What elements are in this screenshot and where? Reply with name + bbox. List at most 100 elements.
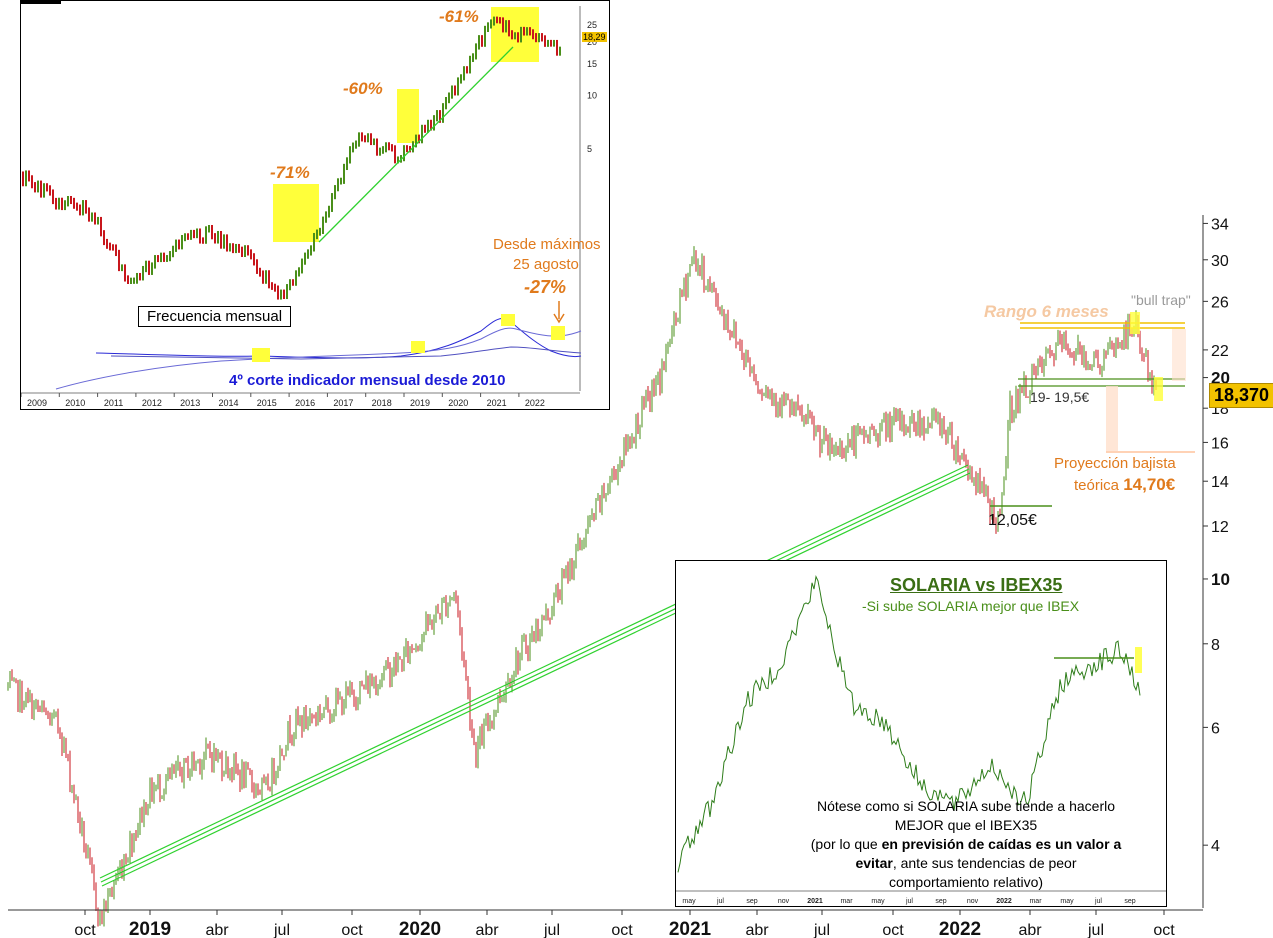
note-line3a: (por lo que — [810, 836, 882, 852]
x-tick-label: jul — [813, 922, 830, 938]
range-title: Rango 6 meses — [984, 302, 1109, 321]
x-tick-label: oct — [74, 922, 96, 938]
monthly-x-label: 2021 — [487, 398, 507, 408]
ratio-x-label: may — [871, 898, 885, 905]
ratio-x-label: sep — [1124, 898, 1135, 905]
desde-line1: Desde máximos — [493, 236, 601, 253]
monthly-y-label: 5 — [587, 144, 592, 154]
monthly-chart: 252015105 200920102011201220132014201520… — [21, 1, 597, 408]
ratio-x-label: may — [1060, 898, 1074, 905]
ratio-x-label: nov — [967, 898, 979, 905]
ratio-x-label: sep — [746, 898, 757, 905]
pct-61: -61% — [439, 7, 479, 26]
ratio-series — [677, 575, 1141, 873]
pct-60: -60% — [343, 79, 383, 98]
support-label: 19- 19,5€ — [1030, 389, 1090, 405]
monthly-price-tag: 18,29 — [582, 32, 607, 42]
x-tick-label: jul — [1087, 922, 1104, 938]
monthly-y-label: 10 — [587, 91, 597, 101]
monthly-x-label: 2014 — [218, 398, 238, 408]
ratio-subtitle: -Si sube SOLARIA mejor que IBEX — [862, 598, 1080, 614]
monthly-x-label: 2015 — [257, 398, 277, 408]
monthly-x-label: 2018 — [372, 398, 392, 408]
monthly-candles — [22, 16, 561, 300]
note-line4a: evitar — [855, 855, 893, 871]
ratio-title: SOLARIA vs IBEX35 — [890, 575, 1063, 595]
monthly-x-label: 2012 — [142, 398, 162, 408]
y-tick-label: 10 — [1211, 570, 1230, 589]
y-tick-label: 12 — [1211, 519, 1229, 536]
indicator-panel — [55, 301, 582, 390]
monthly-x-label: 2020 — [448, 398, 468, 408]
x-tick-label: abr — [475, 922, 499, 938]
ratio-x-label: 2021 — [807, 898, 823, 905]
freq-label: Frecuencia mensual — [138, 306, 292, 327]
monthly-y-label: 25 — [587, 20, 597, 30]
monthly-x-label: 2010 — [65, 398, 85, 408]
ratio-x-label: mar — [1029, 898, 1042, 905]
main-trendline — [99, 464, 971, 887]
x-tick-label: oct — [882, 922, 904, 938]
note-line3b: en previsión de caídas es un valor a — [881, 836, 1122, 852]
x-tick-label: abr — [205, 922, 229, 938]
highlight-71 — [273, 184, 319, 242]
monthly-x-label: 2016 — [295, 398, 315, 408]
x-tick-label: abr — [1018, 922, 1042, 938]
note-line3: (por lo que en previsión de caídas es un… — [776, 835, 1156, 854]
ratio-x-label: jul — [1094, 898, 1102, 905]
pct-71: -71% — [270, 163, 310, 182]
x-tick-label: abr — [745, 922, 769, 938]
y-tick-label: 20 — [1211, 369, 1230, 388]
last-price-tag: 18,370 — [1209, 383, 1273, 408]
y-tick-label: 4 — [1211, 838, 1220, 855]
x-tick-label: 2019 — [129, 919, 171, 938]
indicator-label: 4º corte indicador mensual desde 2010 — [229, 372, 506, 389]
monthly-x-label: 2013 — [180, 398, 200, 408]
projection-line2: teórica 14,70€ — [1074, 475, 1175, 495]
y-tick-label: 34 — [1211, 216, 1229, 233]
ratio-line — [677, 575, 1141, 873]
y-tick-label: 30 — [1211, 253, 1229, 270]
y-tick-label: 26 — [1211, 294, 1229, 311]
monthly-x-label: 2017 — [333, 398, 353, 408]
monthly-x-label: 2022 — [525, 398, 545, 408]
x-tick-label: oct — [341, 922, 363, 938]
x-tick-label: jul — [273, 922, 290, 938]
note-line5: comportamiento relativo) — [888, 874, 1044, 890]
ratio-chart: may jul sep nov 2021 mar may jul sep nov 2022 mar ma… — [676, 575, 1166, 905]
main-candles — [7, 246, 1157, 927]
x-tick-label: 2020 — [399, 919, 441, 938]
y-tick-label: 14 — [1211, 474, 1229, 491]
desde-pct: -27% — [524, 277, 567, 297]
y-tick-label: 16 — [1211, 435, 1229, 452]
x-tick-label: oct — [1153, 922, 1175, 938]
note-line4: evitar, ante sus tendencias de peor — [776, 854, 1156, 873]
projection-line1: Proyección bajista — [1054, 455, 1176, 472]
x-tick-label: 2022 — [939, 919, 981, 938]
monthly-y-label: 15 — [587, 59, 597, 69]
note-line2: MEJOR que el IBEX35 — [894, 817, 1038, 833]
y-tick-label: 22 — [1211, 343, 1229, 360]
low-label: 12,05€ — [988, 512, 1037, 529]
ratio-note: Nótese como si SOLARIA sube tiende a hac… — [776, 797, 1156, 892]
projection-teorica: teórica — [1074, 477, 1120, 494]
ratio-x-label: jul — [905, 898, 913, 905]
ratio-x-label: mar — [840, 898, 853, 905]
monthly-x-label: 2019 — [410, 398, 430, 408]
monthly-x-label: 2009 — [27, 398, 47, 408]
ratio-x-label: jul — [716, 898, 724, 905]
ratio-x-label: nov — [778, 898, 790, 905]
bull-trap-label: "bull trap" — [1131, 292, 1191, 308]
highlight-60 — [397, 89, 419, 143]
desde-line2: 25 agosto — [513, 256, 579, 273]
note-line1: Nótese como si SOLARIA sube tiende a hac… — [816, 798, 1116, 814]
ratio-x-label: 2022 — [996, 898, 1012, 905]
x-tick-label: 2021 — [669, 919, 712, 938]
monthly-x-label: 2011 — [104, 398, 123, 408]
y-tick-label: 6 — [1211, 720, 1220, 737]
ratio-inset: may jul sep nov 2021 mar may jul sep nov 2022 mar ma… — [675, 560, 1167, 907]
x-tick-label: oct — [611, 922, 633, 938]
monthly-inset: 252015105 200920102011201220132014201520… — [20, 0, 610, 410]
